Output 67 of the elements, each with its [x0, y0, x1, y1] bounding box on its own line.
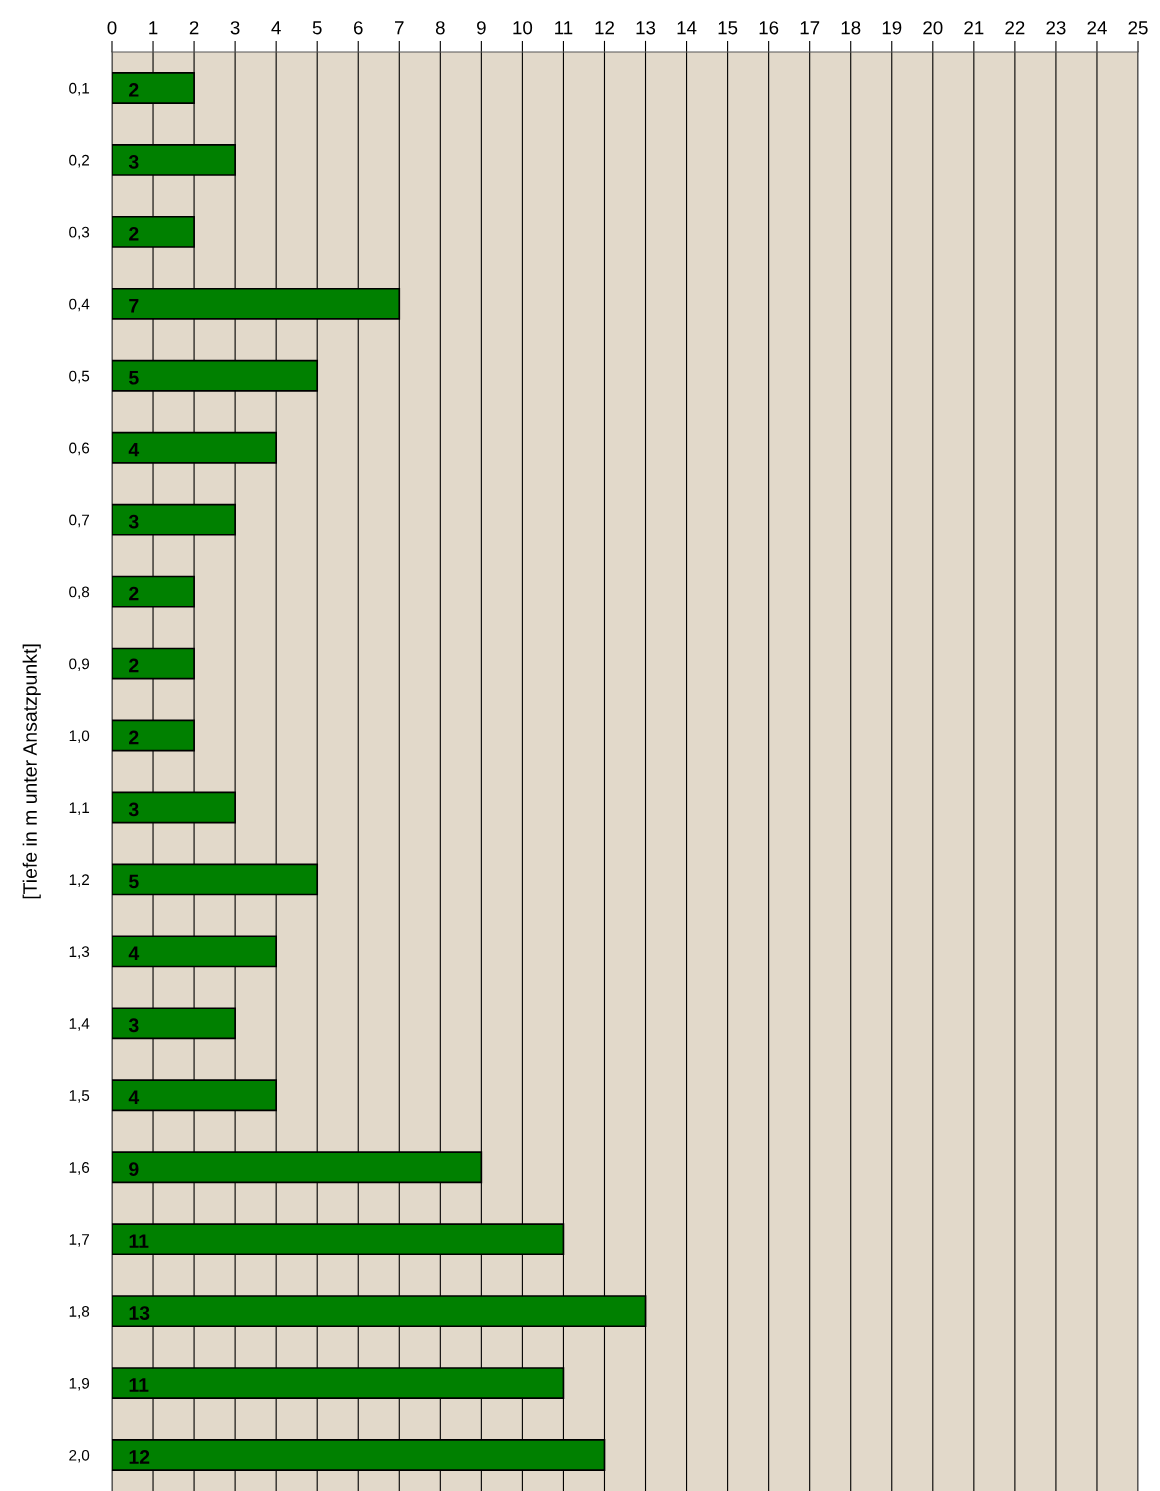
x-tick-label: 8 [435, 21, 445, 35]
x-tick-label: 21 [964, 21, 984, 35]
x-tick-label: 10 [513, 21, 533, 35]
x-tick-label: 0 [107, 21, 117, 35]
y-tick-label: 0,2 [69, 154, 90, 168]
data-label: 2 [129, 226, 139, 241]
data-label: 3 [128, 514, 139, 529]
x-tick-label: 25 [1128, 21, 1148, 35]
y-tick-label: 1,9 [69, 1377, 90, 1391]
x-tick-label: 17 [800, 21, 820, 35]
data-label: 9 [129, 1162, 139, 1177]
x-tick-label: 22 [1005, 21, 1025, 35]
x-tick-label: 19 [882, 21, 902, 35]
y-tick-label: 1,5 [69, 1090, 90, 1103]
y-tick-label: 0,1 [69, 82, 90, 96]
y-tick-label: 1,7 [69, 1234, 90, 1247]
data-label: 4 [128, 442, 140, 457]
data-label: 11 [129, 1234, 149, 1248]
y-tick-label: 0,7 [69, 514, 90, 528]
x-tick-label: 18 [841, 21, 861, 35]
y-tick-label: 1,8 [69, 1305, 90, 1319]
data-label: 2 [129, 586, 139, 601]
x-tick-label: 23 [1046, 21, 1066, 35]
y-tick-label: 0,8 [69, 586, 90, 600]
data-label: 12 [129, 1450, 150, 1464]
y-tick-label: 1,6 [69, 1162, 90, 1175]
x-tick-label: 13 [636, 21, 656, 35]
data-label: 3 [128, 1018, 139, 1033]
x-tick-label: 3 [230, 21, 240, 35]
x-tick-label: 16 [759, 21, 779, 35]
x-tick-label: 9 [477, 21, 486, 35]
data-label: 11 [129, 1378, 149, 1392]
y-tick-label: 1,1 [69, 802, 90, 815]
x-tick-label: 11 [555, 21, 573, 35]
data-label: 2 [129, 730, 139, 745]
y-tick-label: 1,3 [69, 946, 90, 959]
data-label: 7 [129, 299, 139, 313]
x-tick-label: 6 [353, 21, 363, 35]
y-tick-label: 0,4 [69, 298, 90, 312]
data-label: 5 [129, 874, 139, 889]
y-tick-label: 1,4 [69, 1018, 90, 1031]
x-tick-label: 12 [595, 21, 614, 35]
data-label: 3 [128, 154, 139, 169]
x-tick-label: 2 [189, 21, 199, 35]
y-tick-label: 1,2 [69, 874, 90, 887]
y-tick-label: 0,3 [69, 226, 90, 240]
data-label: 3 [128, 802, 139, 817]
x-tick-label: 7 [395, 21, 404, 35]
data-label: 4 [128, 1090, 140, 1104]
x-tick-label: 4 [271, 21, 281, 35]
y-tick-label: 0,9 [69, 658, 90, 672]
y-axis-title: [Tiefe in m unter Ansatzpunkt] [22, 644, 41, 899]
y-tick-label: 1,0 [69, 730, 90, 744]
data-label: 4 [128, 946, 140, 960]
x-tick-label: 15 [718, 21, 738, 35]
data-label: 13 [129, 1306, 150, 1320]
y-tick-label: 2,0 [69, 1449, 90, 1463]
x-tick-label: 14 [677, 21, 697, 35]
data-label: 5 [129, 371, 139, 385]
x-tick-label: 20 [923, 21, 943, 35]
x-tick-label: 5 [312, 21, 322, 35]
x-tick-label: 1 [149, 21, 158, 35]
data-label: 2 [129, 658, 139, 673]
y-tick-label: 0,5 [69, 370, 90, 384]
x-tick-label: 24 [1087, 21, 1107, 35]
data-label: 2 [129, 83, 139, 97]
y-tick-label: 0,6 [69, 442, 90, 456]
